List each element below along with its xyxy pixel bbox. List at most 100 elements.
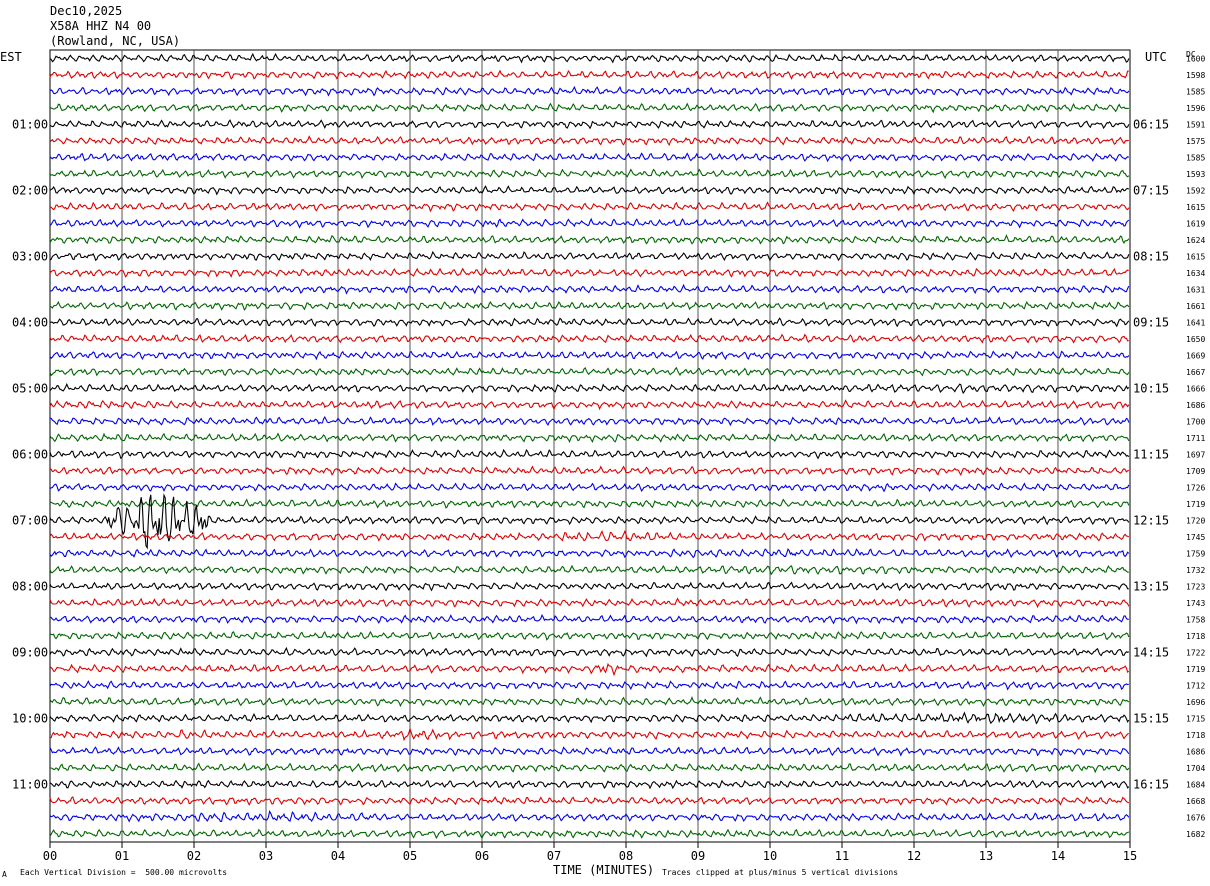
dc-offset-label: 1575 [1186,137,1205,146]
dc-offset-label: 1591 [1186,120,1205,129]
trace-row [50,762,1130,774]
dc-offset-label: 1666 [1186,384,1205,393]
dc-offset-label: 1641 [1186,318,1205,327]
trace-row [49,746,1130,757]
dc-offset-label: 1600 [1186,54,1205,63]
utc-hour-label: 16:15 [1133,777,1169,791]
x-tick-label: 15 [1123,849,1137,863]
trace-row [49,168,1130,180]
utc-hour-label: 14:15 [1133,645,1169,659]
x-tick-label: 05 [403,849,417,863]
header-location: (Rowland, NC, USA) [50,34,181,48]
utc-hour-label: 06:15 [1133,117,1169,131]
dc-axis-label: DC [1186,50,1196,59]
trace-row [49,680,1129,691]
dc-offset-label: 1743 [1186,599,1205,608]
trace-row [49,529,1130,542]
trace-row [49,465,1130,477]
trace-row [49,696,1130,708]
trace-row [49,267,1129,278]
utc-hour-label: 09:15 [1133,315,1169,329]
x-axis-title: TIME (MINUTES) [553,863,655,877]
dc-offset-label: 1759 [1186,549,1205,558]
est-hour-label: 07:00 [12,513,48,527]
header-station: X58A HHZ N4 00 [50,19,152,33]
x-tick-label: 13 [979,849,993,863]
dc-offset-label: 1715 [1186,714,1205,723]
dc-offset-label: 1686 [1186,401,1205,410]
header-date: Dec10,2025 [50,4,123,18]
trace-row [49,646,1130,658]
x-tick-label: 14 [1051,849,1065,863]
trace-row [49,85,1130,97]
trace-row [49,493,1130,550]
dc-offset-label: 1634 [1186,269,1205,278]
trace-row [49,828,1130,840]
trace-row [49,366,1130,377]
dc-offset-label: 1700 [1186,417,1205,426]
dc-offset-label: 1720 [1186,516,1205,525]
dc-offset-label: 1593 [1186,170,1205,179]
dc-offset-label: 1712 [1186,681,1205,690]
x-tick-label: 03 [259,849,273,863]
trace-row [49,217,1130,229]
dc-offset-label: 1711 [1186,434,1205,443]
trace-row [49,350,1130,361]
est-hour-label: 03:00 [12,249,48,263]
est-hour-label: 11:00 [12,777,48,791]
dc-offset-label: 1719 [1186,500,1205,509]
dc-offset-label: 1585 [1186,87,1205,96]
dc-offset-label: 1758 [1186,615,1205,624]
utc-hour-label: 10:15 [1133,381,1169,395]
dc-offset-label: 1709 [1186,467,1205,476]
trace-row [49,300,1130,311]
x-tick-label: 01 [115,849,129,863]
trace-row [49,613,1129,625]
trace-row [49,102,1129,114]
dc-offset-label: 1669 [1186,351,1205,360]
trace-row [49,548,1130,559]
dc-offset-label: 1722 [1186,648,1205,657]
trace-row [49,662,1130,677]
dc-offset-label: 1732 [1186,566,1205,575]
dc-offset-label: 1686 [1186,747,1205,756]
est-hour-label: 04:00 [12,315,48,329]
trace-row [49,201,1130,213]
trace-row [49,581,1129,592]
dc-offset-label: 1668 [1186,797,1205,806]
trace-row [49,234,1130,245]
scale-note: Each Vertical Division = 500.00 microvol… [20,868,228,877]
dc-offset-label: 1650 [1186,335,1205,344]
trace-row [49,796,1130,806]
trace-row [49,52,1130,64]
utc-hour-label: 08:15 [1133,249,1169,263]
dc-offset-label: 1615 [1186,203,1205,212]
dc-offset-label: 1676 [1186,813,1205,822]
est-hour-label: 06:00 [12,447,48,461]
plot-frame [49,49,1131,843]
x-tick-label: 00 [43,849,57,863]
trace-row [49,283,1130,295]
clip-note: Traces clipped at plus/minus 5 vertical … [662,868,899,877]
x-tick-label: 02 [187,849,201,863]
dc-offset-label: 1596 [1186,104,1205,113]
trace-row [49,152,1129,163]
x-tick-label: 04 [331,849,345,863]
est-hour-label: 01:00 [12,117,48,131]
x-tick-label: 07 [547,849,561,863]
trace-row [49,250,1130,262]
x-tick-label: 06 [475,849,489,863]
est-hour-label: 08:00 [12,579,48,593]
dc-offset-label: 1718 [1186,632,1205,641]
trace-row [49,630,1130,641]
dc-offset-label: 1592 [1186,186,1205,195]
dc-offset-label: 1585 [1186,153,1205,162]
dc-offset-label: 1726 [1186,483,1205,492]
dc-offset-label: 1624 [1186,236,1205,245]
trace-row [49,727,1130,742]
utc-axis-label: UTC [1145,50,1167,64]
trace-row [49,432,1130,444]
trace-row [49,564,1129,576]
dc-offset-label: 1682 [1186,830,1205,839]
